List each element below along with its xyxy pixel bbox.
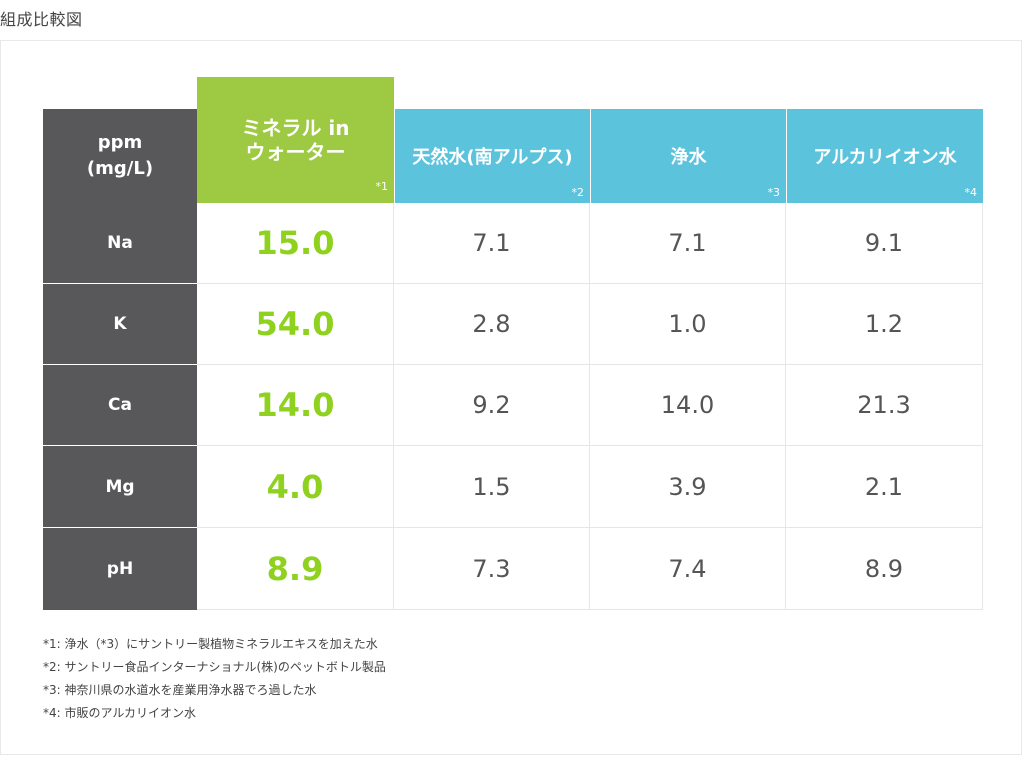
column-header-label: 浄水 <box>670 147 707 168</box>
comparison-card: ppm (mg/L) ミネラル in ウォーター *1 天然水(南アルプス) *… <box>0 40 1022 755</box>
table-cell: 3.9 <box>590 446 786 528</box>
table-cell: 2.8 <box>394 284 590 365</box>
table-cell: 7.1 <box>590 203 786 284</box>
table-cell-highlight: 4.0 <box>197 446 394 528</box>
column-header-label: 天然水(南アルプス) <box>412 147 573 168</box>
column-header-purified-water: 浄水 *3 <box>590 109 786 203</box>
table-cell: 21.3 <box>786 365 983 446</box>
table-cell: 8.9 <box>786 528 983 610</box>
column-header-natural-water: 天然水(南アルプス) *2 <box>394 109 590 203</box>
column-header-mineral-in-water: ミネラル in ウォーター *1 <box>197 77 394 203</box>
footnote: *4: 市販のアルカリイオン水 <box>43 706 197 720</box>
table-cell-highlight: 8.9 <box>197 528 394 610</box>
row-label-ca: Ca <box>43 365 197 446</box>
table-cell: 7.4 <box>590 528 786 610</box>
table-cell: 14.0 <box>590 365 786 446</box>
row-label-ph: pH <box>43 528 197 610</box>
column-header-line2: ウォーター <box>245 140 346 164</box>
table-cell-highlight: 54.0 <box>197 284 394 365</box>
table-cell: 1.2 <box>786 284 983 365</box>
column-header-line1: ミネラル in <box>241 116 350 140</box>
footnotes: *1: 浄水（*3）にサントリー製植物ミネラルエキスを加えた水 *2: サントリ… <box>43 633 386 725</box>
table-cell-highlight: 15.0 <box>197 203 394 284</box>
column-note-mark: *2 <box>571 186 585 199</box>
column-note-mark: *1 <box>375 180 389 193</box>
row-label-k: K <box>43 284 197 365</box>
footnote: *1: 浄水（*3）にサントリー製植物ミネラルエキスを加えた水 <box>43 637 378 651</box>
table-cell: 1.0 <box>590 284 786 365</box>
unit-header-line2: (mg/L) <box>86 158 154 179</box>
table-cell: 1.5 <box>394 446 590 528</box>
page-title: 組成比較図 <box>0 10 83 29</box>
table-cell-highlight: 14.0 <box>197 365 394 446</box>
row-label-na: Na <box>43 203 197 284</box>
column-note-mark: *3 <box>767 186 781 199</box>
table-cell: 7.1 <box>394 203 590 284</box>
table-cell: 7.3 <box>394 528 590 610</box>
table-cell: 2.1 <box>786 446 983 528</box>
unit-header-line1: ppm <box>97 132 143 153</box>
column-note-mark: *4 <box>964 186 978 199</box>
table-cell: 9.1 <box>786 203 983 284</box>
unit-header: ppm (mg/L) <box>43 109 197 203</box>
column-header-alkaline-ion-water: アルカリイオン水 *4 <box>786 109 983 203</box>
comparison-table: ppm (mg/L) ミネラル in ウォーター *1 天然水(南アルプス) *… <box>43 77 983 610</box>
column-header-label: アルカリイオン水 <box>813 147 957 168</box>
footnote: *2: サントリー食品インターナショナル(株)のペットボトル製品 <box>43 660 386 674</box>
row-label-mg: Mg <box>43 446 197 528</box>
footnote: *3: 神奈川県の水道水を産業用浄水器でろ過した水 <box>43 683 317 697</box>
table-cell: 9.2 <box>394 365 590 446</box>
